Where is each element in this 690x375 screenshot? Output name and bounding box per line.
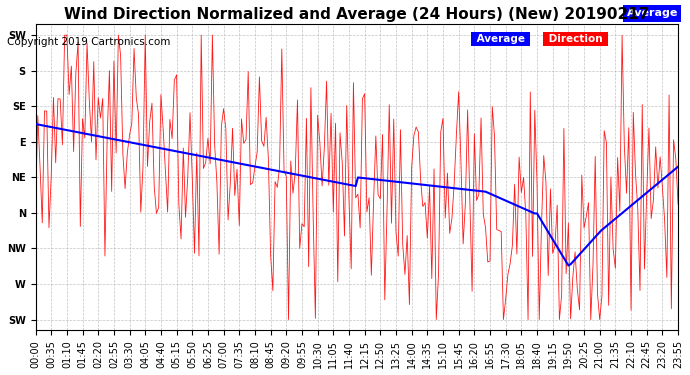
- Text: Average: Average: [473, 34, 529, 44]
- Text: Direction: Direction: [545, 34, 607, 44]
- Title: Wind Direction Normalized and Average (24 Hours) (New) 20190217: Wind Direction Normalized and Average (2…: [64, 7, 649, 22]
- Text: Copyright 2019 Cartronics.com: Copyright 2019 Cartronics.com: [7, 37, 170, 47]
- Text: Average: Average: [627, 8, 678, 18]
